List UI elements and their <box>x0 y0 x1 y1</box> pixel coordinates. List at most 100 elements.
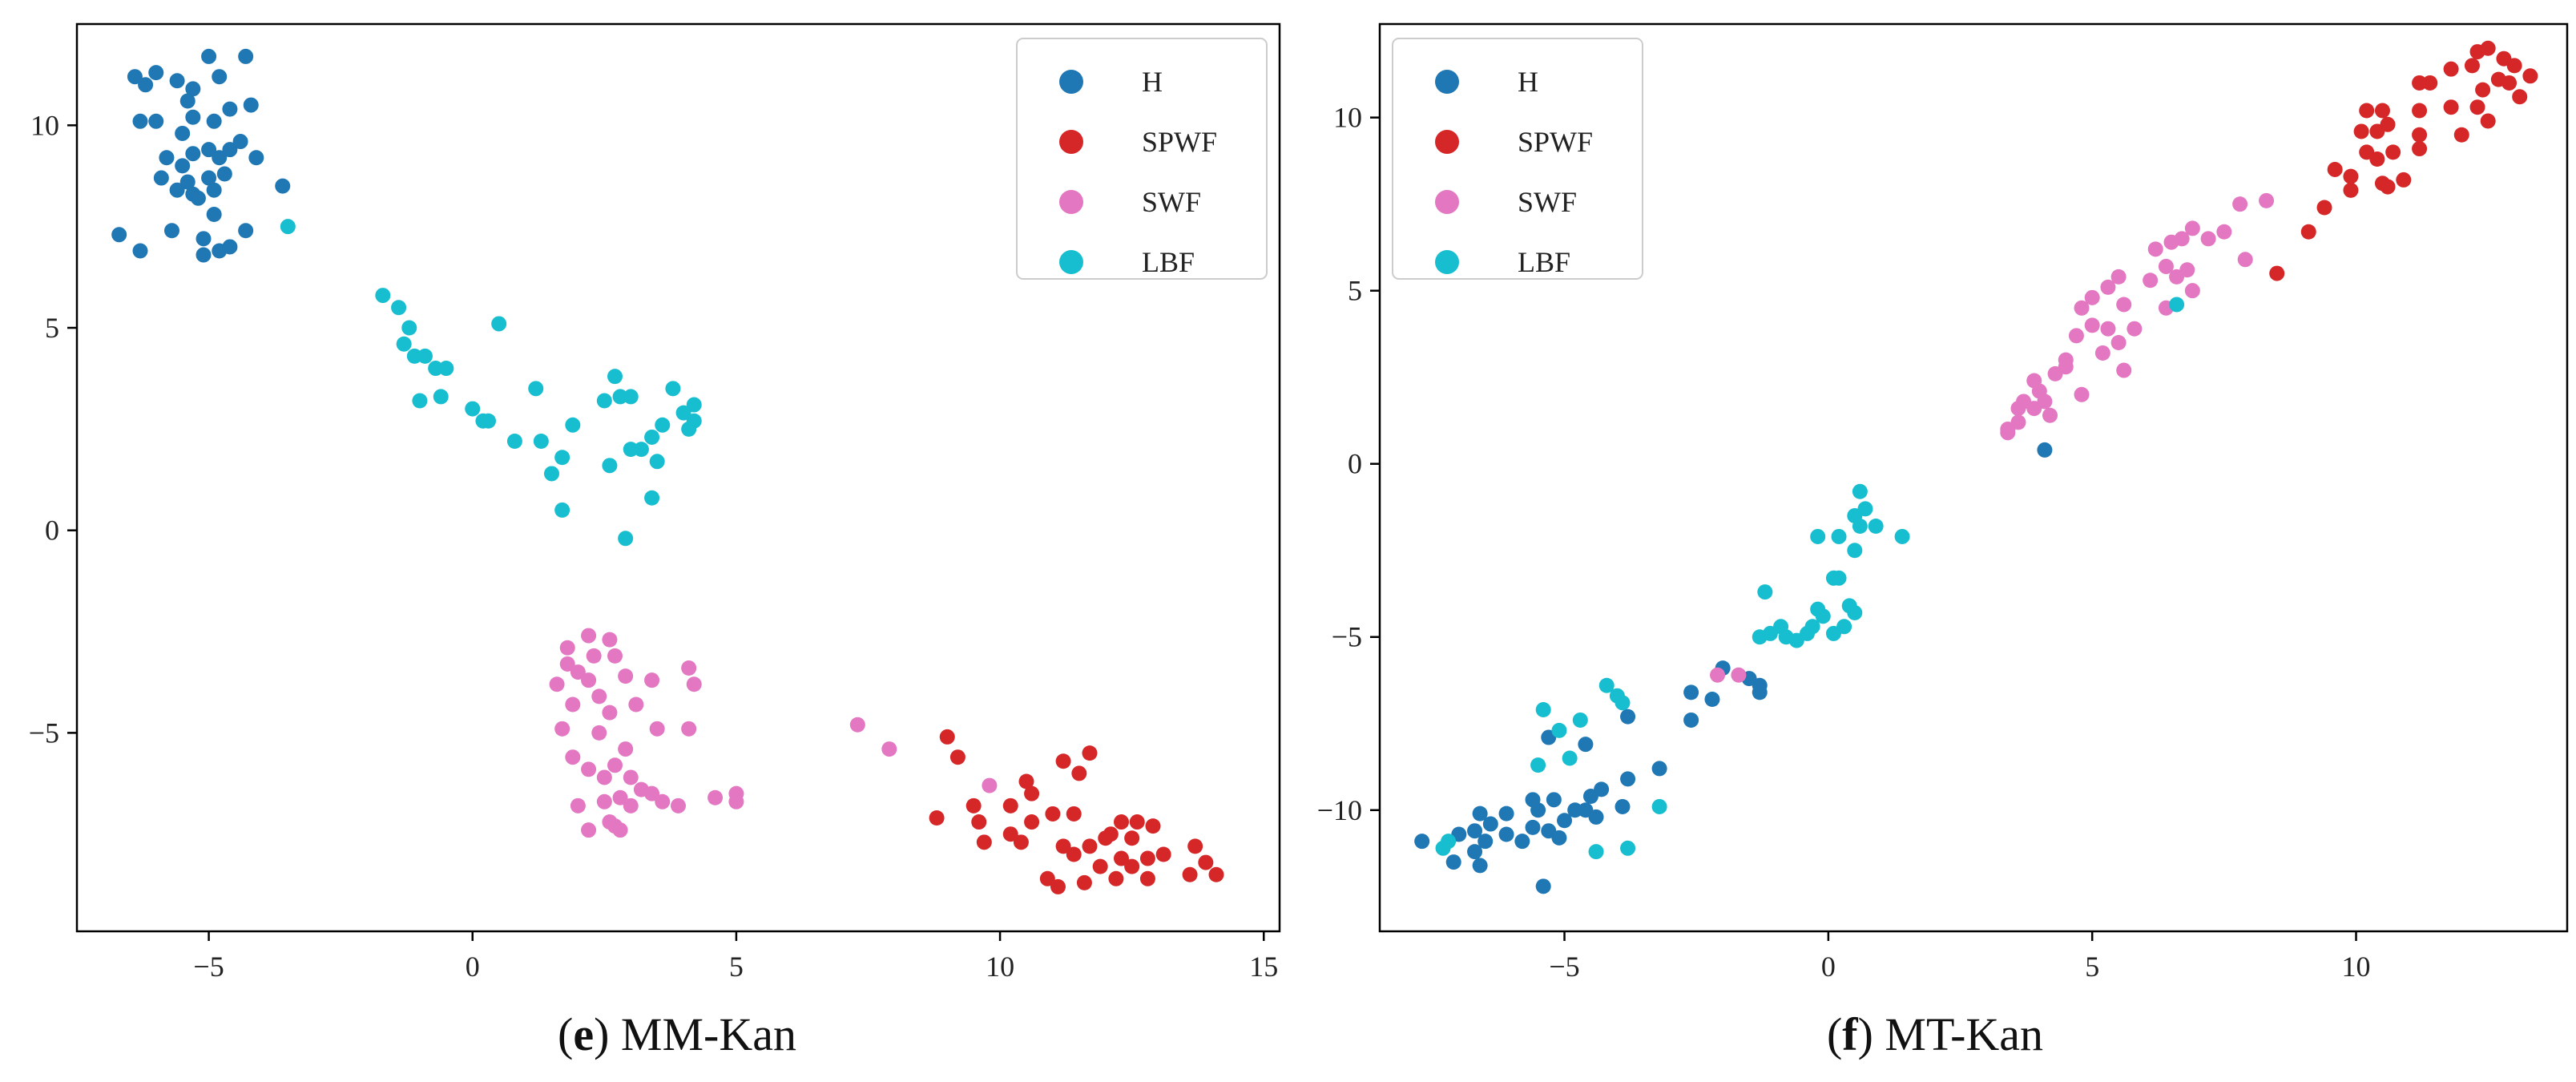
point-swf <box>2058 359 2074 375</box>
point-h <box>1514 834 1530 850</box>
point-swf <box>2232 196 2248 212</box>
point-swf <box>581 672 597 688</box>
point-spwf <box>1114 850 1129 866</box>
legend-label-spwf: SPWF <box>1142 126 1217 158</box>
point-swf <box>623 769 639 785</box>
point-swf <box>2237 252 2253 268</box>
point-h <box>179 93 196 109</box>
point-h <box>190 190 206 206</box>
point-swf <box>881 741 897 757</box>
point-spwf <box>1139 850 1155 866</box>
point-swf <box>2074 386 2090 402</box>
point-h <box>212 243 228 259</box>
point-lbf <box>1530 757 1546 773</box>
series-h-f <box>1414 442 2053 894</box>
point-spwf <box>1139 870 1155 886</box>
chart-layer: −5 0 5 10 15 −5 0 5 10 H SPWF SWF LBF −5 0 5 10 −10 −5 0 5 10… <box>29 22 2569 983</box>
caption-e-text: MM-Kan <box>621 1008 796 1060</box>
point-swf <box>2143 273 2159 289</box>
panel-e: −5 0 5 10 15 −5 0 5 10 H SPWF SWF LBF <box>29 22 1281 983</box>
point-swf <box>2184 283 2200 299</box>
point-swf <box>2010 401 2026 417</box>
point-h <box>1567 802 1583 818</box>
point-spwf <box>2522 68 2538 84</box>
point-spwf <box>2480 113 2496 129</box>
point-h <box>1752 684 1768 700</box>
point-h <box>275 178 291 194</box>
point-swf <box>581 628 597 644</box>
legend-marker-h <box>1059 70 1083 94</box>
point-h <box>201 48 217 64</box>
y-tick-label: 5 <box>1348 275 1362 307</box>
point-lbf <box>375 288 391 304</box>
point-lbf <box>2169 297 2185 313</box>
point-h <box>148 113 164 129</box>
point-swf <box>607 648 623 664</box>
caption-f-text: MT-Kan <box>1885 1008 2043 1060</box>
series-swf-f <box>1710 192 2275 683</box>
point-swf <box>2026 373 2042 389</box>
point-h <box>175 125 191 141</box>
point-h <box>1467 823 1483 839</box>
point-h <box>1620 771 1636 787</box>
legend-marker-lbf <box>1059 250 1083 274</box>
y-tick-label: 0 <box>1348 448 1362 480</box>
point-swf <box>596 793 612 809</box>
point-spwf <box>2469 44 2485 60</box>
point-h <box>1445 854 1461 870</box>
point-spwf <box>1129 814 1145 830</box>
point-lbf <box>465 401 481 417</box>
point-swf <box>655 793 671 809</box>
caption-f-label: f <box>1842 1008 1858 1060</box>
y-tick-label: −5 <box>29 717 59 749</box>
legend-box <box>1392 38 1643 280</box>
point-spwf <box>1076 874 1092 890</box>
point-spwf <box>1187 838 1203 854</box>
point-swf <box>2094 345 2110 361</box>
point-swf <box>681 660 697 676</box>
point-lbf <box>681 421 697 437</box>
point-swf <box>570 797 586 814</box>
point-spwf <box>2469 99 2485 115</box>
y-tick-label: 10 <box>30 109 59 141</box>
point-lbf <box>396 336 412 352</box>
point-h <box>1472 858 1488 874</box>
point-h <box>206 113 222 129</box>
series-swf-e <box>549 628 998 838</box>
point-spwf <box>1066 805 1082 822</box>
point-h <box>1578 737 1594 753</box>
point-lbf <box>1825 570 1841 586</box>
point-lbf <box>644 429 660 445</box>
point-h <box>2037 442 2053 458</box>
point-lbf <box>1752 629 1768 645</box>
point-spwf <box>2369 123 2385 139</box>
point-h <box>212 69 228 85</box>
x-tick-label: −5 <box>1549 951 1579 983</box>
point-h <box>1582 788 1598 804</box>
y-tick-label: −10 <box>1317 794 1362 826</box>
point-lbf <box>544 466 559 482</box>
point-swf <box>644 785 660 801</box>
point-spwf <box>1055 753 1071 769</box>
point-lbf <box>565 417 581 433</box>
point-swf <box>982 777 998 793</box>
point-swf <box>2084 317 2100 333</box>
point-lbf <box>1825 625 1841 641</box>
point-h <box>132 113 148 129</box>
point-lbf <box>1810 528 1826 544</box>
point-lbf <box>1894 528 1910 544</box>
point-h <box>1482 816 1498 832</box>
point-lbf <box>1620 840 1636 856</box>
point-swf <box>565 696 581 713</box>
point-swf <box>2116 297 2132 313</box>
point-h <box>1477 834 1494 850</box>
point-lbf <box>1831 528 1847 544</box>
point-lbf <box>417 348 433 364</box>
point-swf <box>2042 407 2058 423</box>
point-spwf <box>1092 858 1108 874</box>
point-spwf <box>1024 785 1040 801</box>
point-spwf <box>1208 866 1224 882</box>
point-spwf <box>2412 75 2428 91</box>
point-h <box>1651 761 1667 777</box>
point-lbf <box>655 417 671 433</box>
